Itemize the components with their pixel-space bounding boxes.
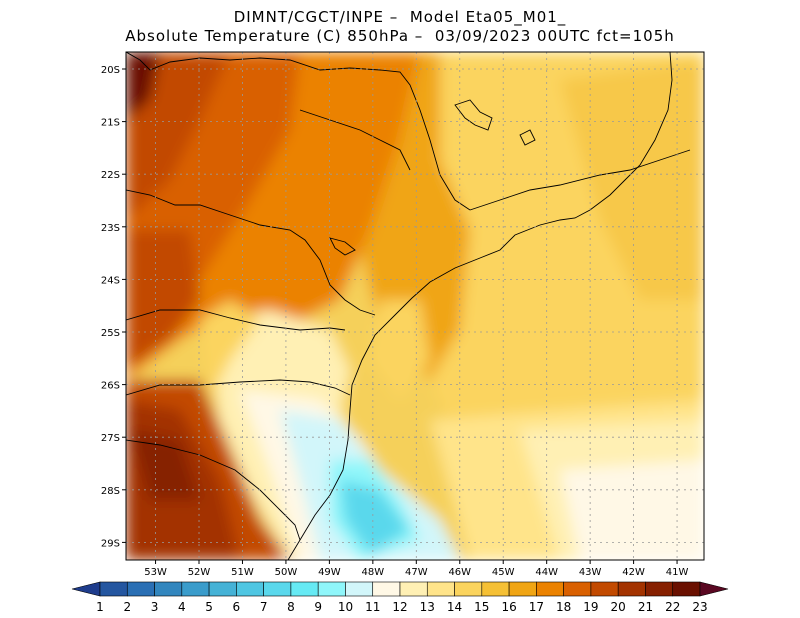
lon-tick-label: 51W [231, 567, 254, 578]
colorbar-segment [426, 581, 455, 597]
colorbar-segment [290, 581, 319, 597]
colorbar-segment [536, 581, 564, 597]
colorbar-label: 7 [260, 600, 268, 614]
colorbar-label: 12 [392, 600, 407, 614]
lon-tick-label: 47W [405, 567, 428, 578]
lat-tick-label: 22S [101, 170, 120, 181]
colorbar-segment [563, 581, 592, 597]
colorbar-segment [99, 581, 128, 597]
lat-tick-label: 29S [101, 538, 120, 549]
lat-tick-label: 25S [101, 328, 120, 339]
colorbar-min-arrow [71, 581, 101, 597]
lon-tick-label: 49W [318, 567, 341, 578]
colorbar-label: 19 [583, 600, 598, 614]
lon-tick-label: 53W [144, 567, 167, 578]
latitude-axis: 20S 21S 22S 23S 24S 25S 26S 27S 28S 29S [101, 65, 126, 549]
temperature-field [126, 52, 704, 560]
lon-tick-label: 48W [362, 567, 385, 578]
colorbar-segment [345, 581, 374, 597]
lat-lon-gridlines [126, 52, 704, 560]
lon-tick-label: 41W [666, 567, 689, 578]
lon-tick-label: 44W [535, 567, 558, 578]
colorbar-segment [236, 581, 264, 597]
colorbar-label: 8 [287, 600, 295, 614]
colorbar-segment [645, 581, 674, 597]
colorbar-label: 21 [638, 600, 653, 614]
colorbar-segment [672, 581, 701, 597]
lon-tick-label: 46W [448, 567, 471, 578]
colorbar-segment [399, 581, 428, 597]
colorbar-segment [481, 581, 510, 597]
lon-tick-label: 52W [188, 567, 211, 578]
colorbar-label: 11 [365, 600, 380, 614]
colorbar-segment [590, 581, 619, 597]
colorbar-label: 16 [501, 600, 516, 614]
lat-tick-label: 23S [101, 223, 120, 234]
colorbar-label: 1 [96, 600, 104, 614]
colorbar-label: 2 [123, 600, 131, 614]
colorbar-label: 6 [233, 600, 241, 614]
colorbar-segment [263, 581, 292, 597]
lon-tick-label: 50W [275, 567, 298, 578]
colorbar-segment [126, 581, 155, 597]
lat-tick-label: 24S [101, 275, 120, 286]
coastal-lakes [329, 99, 536, 256]
longitude-axis: 53W 52W 51W 50W 49W 48W 47W 46W 45W 44W 43W 42W 41W [144, 560, 688, 578]
colorbar-label: 14 [447, 600, 462, 614]
chart-title-line-2: Absolute Temperature (C) 850hPa – 03/09/… [125, 27, 675, 45]
colorbar-label: 9 [314, 600, 322, 614]
colorbar-label: 23 [692, 600, 707, 614]
colorbar-segment [508, 581, 537, 597]
colorbar-label: 5 [205, 600, 213, 614]
lon-tick-label: 42W [622, 567, 645, 578]
chart-title-line-1: DIMNT/CGCT/INPE – Model Eta05_M01_ [233, 8, 567, 26]
plot-frame [125, 51, 705, 561]
colorbar-label: 13 [420, 600, 435, 614]
colorbar-segment [208, 581, 237, 597]
colorbar-label: 18 [556, 600, 571, 614]
lat-tick-label: 26S [101, 381, 120, 392]
colorbar-label: 3 [151, 600, 159, 614]
colorbar-label: 17 [529, 600, 544, 614]
colorbar-segment [181, 581, 210, 597]
colorbar-segment [154, 581, 183, 597]
colorbar-segment [372, 581, 401, 597]
colorbar-segment [317, 581, 346, 597]
lat-tick-label: 28S [101, 486, 120, 497]
colorbar-label: 4 [178, 600, 186, 614]
colorbar-label: 15 [474, 600, 489, 614]
colorbar-label: 10 [338, 600, 353, 614]
coastlines-borders [126, 52, 691, 560]
colorbar-segment [454, 581, 483, 597]
color-scale-bar: 1 2 3 4 5 6 7 8 9 10 11 12 13 14 15 16 17 18 19 20 21 22 23 [71, 581, 729, 614]
colorbar-segment [617, 581, 646, 597]
lat-tick-label: 20S [101, 65, 120, 76]
lon-tick-label: 43W [579, 567, 602, 578]
lat-tick-label: 27S [101, 433, 120, 444]
colorbar-max-arrow [699, 581, 729, 597]
colorbar-label: 20 [611, 600, 626, 614]
lat-tick-label: 21S [101, 118, 120, 129]
colorbar-label: 22 [665, 600, 680, 614]
lon-tick-label: 45W [492, 567, 515, 578]
